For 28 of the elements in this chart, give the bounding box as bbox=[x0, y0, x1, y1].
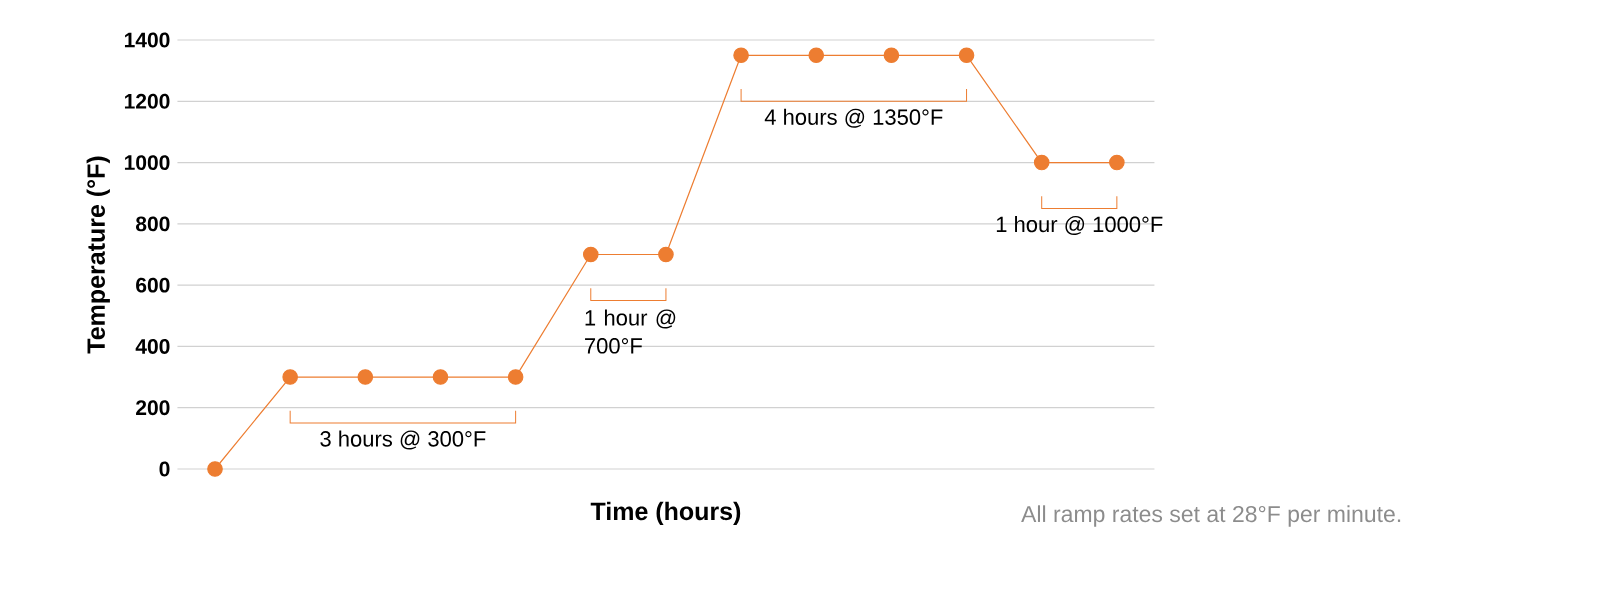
x-axis-title: Time (hours) bbox=[590, 501, 741, 526]
y-axis-title: Temperature (°F) bbox=[86, 156, 110, 354]
annotation: 4 hours @ 1350°F bbox=[764, 108, 943, 128]
point bbox=[733, 47, 749, 64]
y-tick-label: 1000 bbox=[124, 155, 170, 171]
point bbox=[357, 369, 374, 385]
point bbox=[1033, 154, 1050, 171]
point bbox=[582, 246, 599, 263]
point bbox=[1109, 154, 1125, 171]
annotation: 1 hour @ 700°F bbox=[585, 309, 676, 354]
y-tick-label: 600 bbox=[136, 277, 170, 293]
y-tick-label: 1200 bbox=[124, 93, 170, 109]
annotation: 3 hours @ 300°F bbox=[320, 430, 486, 450]
y-tick-label: 1400 bbox=[124, 32, 170, 48]
y-tick-label: 0 bbox=[159, 461, 170, 477]
point bbox=[808, 47, 825, 64]
annotation: 1 hour @ 1000°F bbox=[996, 216, 1163, 235]
point bbox=[507, 369, 524, 385]
point bbox=[282, 369, 298, 385]
y-tick-label: 400 bbox=[135, 339, 170, 354]
text: All ramp rates set at 28°F per minute. bbox=[1021, 505, 1401, 527]
point bbox=[207, 461, 223, 477]
point bbox=[432, 369, 449, 385]
point bbox=[658, 246, 674, 263]
y-tick-label: 800 bbox=[135, 216, 170, 232]
y-tick-label: 200 bbox=[136, 400, 170, 416]
point bbox=[958, 47, 975, 64]
point bbox=[883, 47, 900, 64]
